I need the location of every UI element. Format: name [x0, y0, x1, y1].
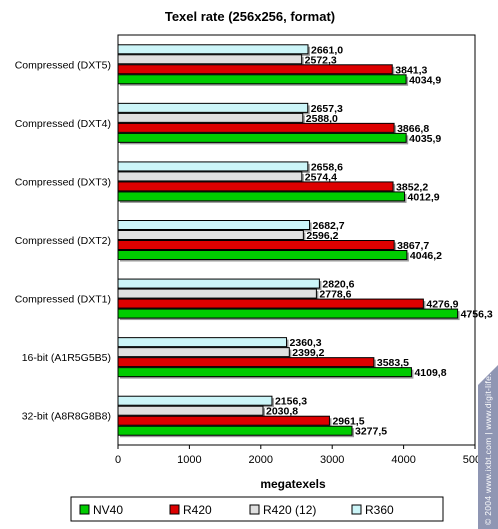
bar-r420-6 [117, 415, 330, 426]
data-label: 3867,7 [397, 240, 429, 252]
category-label: 32-bit (A8R8G8B8) [22, 411, 111, 423]
data-label: 2360,3 [290, 337, 322, 349]
legend-swatch [79, 504, 90, 515]
data-label: 2572,3 [305, 54, 337, 66]
bar-r420-3 [117, 240, 395, 250]
bar-r420-12--2 [117, 171, 303, 182]
data-label: 3841,3 [395, 64, 427, 76]
data-label: 2574,4 [305, 171, 337, 183]
data-label: 4756,3 [461, 309, 493, 321]
chart-title: Texel rate (256x256, format) [165, 9, 335, 24]
watermark-text: © 2004 www.ixbt.com | www.digit-life.com [483, 356, 493, 525]
data-label: 2030,8 [266, 406, 298, 418]
bar-r420-2 [117, 181, 394, 192]
data-label: 2820,6 [322, 279, 354, 291]
data-label: 2588,0 [306, 113, 338, 125]
bar-r360-5 [117, 337, 288, 348]
bar-r420-12--4 [117, 288, 317, 299]
data-label: 2657,3 [311, 103, 343, 115]
data-label: 4109,8 [414, 367, 446, 379]
bar-r420-5 [117, 357, 375, 368]
data-label: 3277,5 [355, 426, 387, 438]
data-label: 2778,6 [319, 289, 351, 301]
data-label: 4012,9 [408, 191, 440, 203]
bar-nv40-6 [117, 425, 353, 436]
legend-label: R420 (12) [263, 503, 316, 517]
category-label: Compressed (DXT2) [15, 235, 111, 247]
data-label: 2661,0 [311, 44, 343, 56]
bar-r420-12--3 [117, 230, 304, 240]
legend-swatch [169, 504, 180, 515]
legend-swatch [351, 504, 362, 515]
bar-nv40-4 [117, 308, 459, 319]
x-tick-label: 3000 [320, 454, 344, 466]
bar-nv40-2 [117, 191, 406, 202]
legend: NV40 R420 R420 (12) R360 [79, 503, 394, 517]
data-label: 4035,9 [409, 133, 441, 145]
data-label: 2156,3 [275, 396, 307, 408]
bar-r420-4 [117, 298, 424, 309]
bar-r420-12--5 [117, 347, 290, 358]
bar-r360-3 [117, 220, 311, 230]
category-label: Compressed (DXT4) [15, 118, 111, 130]
data-label: 4276,9 [426, 299, 458, 311]
data-label: 4034,9 [409, 74, 441, 86]
bar-r360-0 [117, 44, 309, 55]
x-tick-label: 0 [115, 454, 121, 466]
x-tick-label: 2000 [249, 454, 273, 466]
x-axis-label: megatexels [260, 477, 326, 491]
bar-r420-0 [117, 64, 393, 75]
bar-nv40-1 [117, 132, 407, 143]
category-label: Compressed (DXT3) [15, 176, 111, 188]
data-label: 2596,2 [306, 230, 338, 242]
bar-r420-1 [117, 122, 395, 133]
category-label: 16-bit (A1R5G5B5) [22, 352, 111, 364]
watermark-ribbon [478, 365, 498, 529]
data-label: 3866,8 [397, 123, 429, 135]
data-label: 2399,2 [292, 347, 324, 359]
data-label: 3852,2 [396, 181, 428, 193]
bar-r360-2 [117, 161, 309, 172]
category-label: Compressed (DXT1) [15, 294, 111, 306]
data-label: 2961,5 [332, 416, 364, 428]
bar-r360-1 [117, 102, 309, 113]
bar-r360-6 [117, 395, 273, 406]
bar-nv40-5 [117, 367, 412, 378]
legend-label: NV40 [93, 503, 123, 517]
bar-r420-12--1 [117, 112, 304, 123]
x-tick-label: 4000 [391, 454, 415, 466]
category-labels: Compressed (DXT5) Compressed (DXT4) Compre… [15, 59, 111, 422]
bar-r360-4 [117, 278, 320, 289]
bar-r420-12--0 [117, 54, 303, 65]
data-label: 2658,6 [311, 161, 343, 173]
bar-r420-12--6 [117, 405, 264, 416]
data-label: 3583,5 [377, 357, 409, 369]
data-label: 2682,7 [313, 220, 345, 232]
data-label: 4046,2 [410, 250, 442, 262]
legend-swatch [249, 504, 260, 515]
bar-nv40-3 [117, 250, 408, 260]
legend-label: R360 [365, 503, 394, 517]
x-axis-ticks: 0 1000 2000 3000 4000 5000 [115, 445, 487, 466]
category-label: Compressed (DXT5) [15, 59, 111, 71]
x-tick-label: 1000 [177, 454, 201, 466]
bar-nv40-0 [117, 74, 407, 85]
legend-label: R420 [183, 503, 212, 517]
